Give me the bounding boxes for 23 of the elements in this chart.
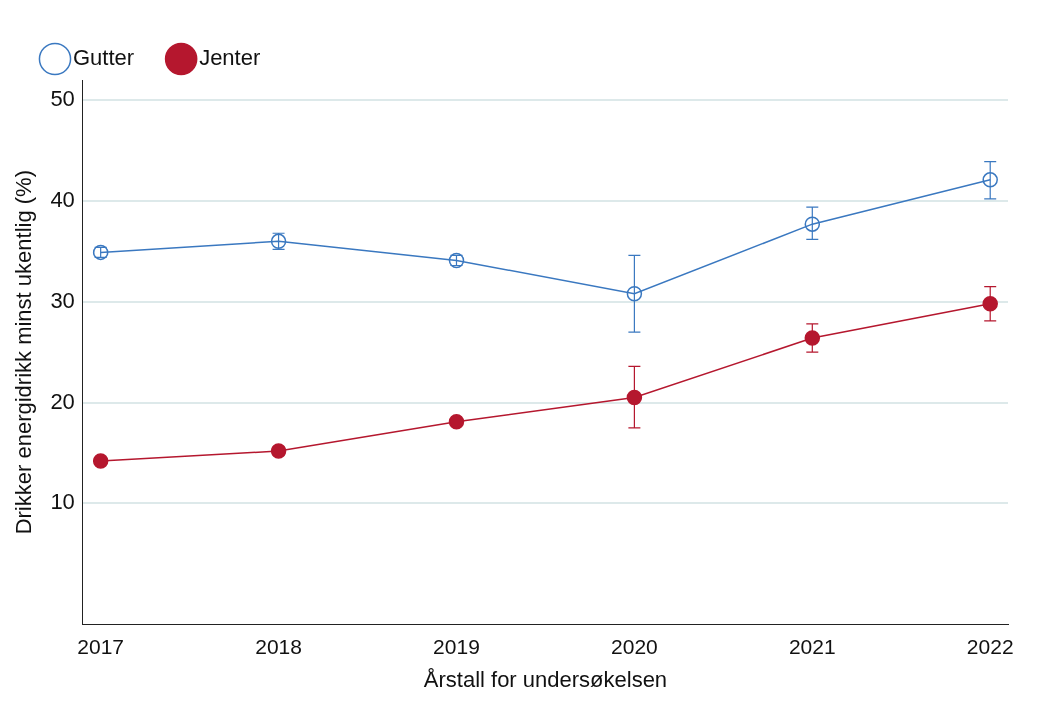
point [804,216,821,232]
y-tick-label: 10 [50,489,75,515]
x-tick-label: 2022 [966,634,1014,658]
legend-label: Jenter [199,45,261,71]
point [448,414,465,430]
point [982,172,998,188]
x-axis-title: Årstall for undersøkelsen [423,666,668,692]
y-tick-label: 40 [50,187,75,213]
point [982,296,998,312]
y-tick-label: 20 [50,388,75,414]
y-axis-title: Drikker energidrikk minst ukentlig (%) [11,170,37,535]
x-tick-label: 2019 [433,634,480,658]
y-tick-label: 50 [50,86,75,112]
point [626,389,643,406]
point [626,285,643,302]
point [804,330,821,346]
x-tick-label: 2017 [77,634,125,658]
y-tick-label: 30 [50,287,75,313]
legend-label: Gutter [73,45,135,71]
x-tick-label: 2018 [255,634,302,658]
point [92,453,109,469]
x-tick-label: 2021 [788,634,836,658]
x-tick-label: 2020 [611,634,658,658]
